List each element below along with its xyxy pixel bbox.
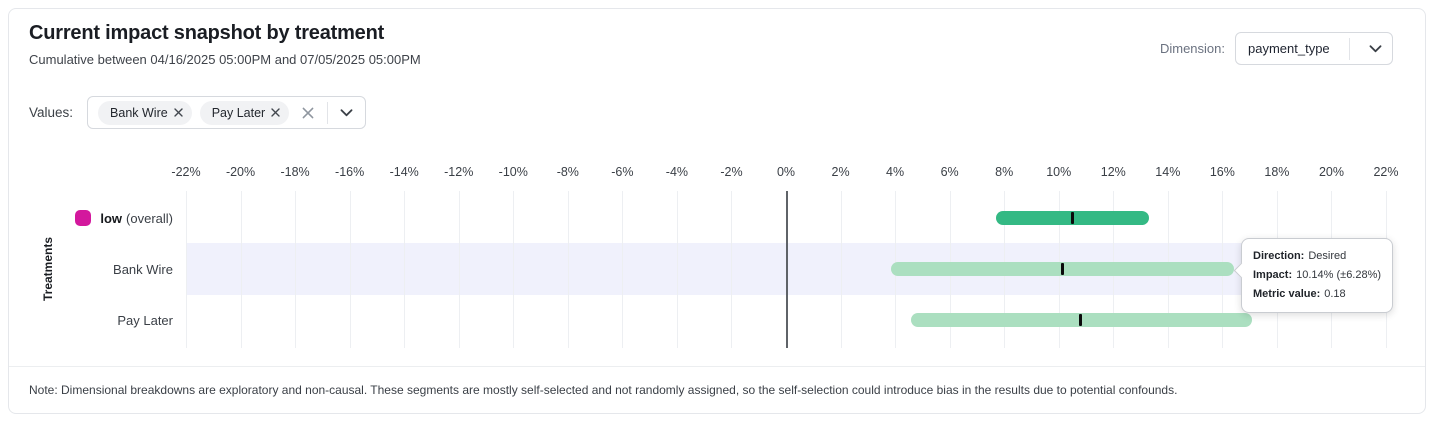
- impact-chart: Treatments low (overall) Bank Wire Pay Late…: [9, 159, 1425, 357]
- x-tick-label: 12%: [1100, 165, 1126, 179]
- tooltip-direction: Direction: Desired: [1253, 247, 1381, 266]
- filter-chip-label: Pay Later: [211, 105, 266, 120]
- impact-snapshot-panel: Current impact snapshot by treatment Cum…: [8, 8, 1426, 414]
- x-tick-label: -14%: [389, 165, 419, 179]
- gridline: [404, 191, 406, 348]
- x-tick-label: -16%: [335, 165, 365, 179]
- chip-remove-icon[interactable]: [173, 108, 183, 117]
- tooltip-direction-label: Direction:: [1253, 250, 1305, 262]
- x-tick-label: 8%: [995, 165, 1014, 179]
- gridline: [186, 191, 187, 348]
- gridline: [458, 191, 460, 348]
- gridline: [349, 191, 351, 348]
- x-tick-label: -4%: [665, 165, 689, 179]
- treatment-row-label: Pay Later: [9, 310, 173, 330]
- x-tick-label: 2%: [831, 165, 850, 179]
- x-tick-label: 14%: [1155, 165, 1181, 179]
- gridline: [567, 191, 569, 348]
- point-estimate-marker: [1078, 314, 1083, 326]
- x-tick-label: -8%: [556, 165, 579, 179]
- divider: [1348, 37, 1350, 60]
- tooltip-metric-value: Metric value: 0.18: [1253, 285, 1381, 304]
- tooltip-direction-value: Desired: [1308, 250, 1347, 262]
- clear-values-button[interactable]: [299, 106, 317, 120]
- x-tick-label: 22%: [1373, 165, 1399, 179]
- x-tick-label: -6%: [611, 165, 634, 179]
- row-labels: low (overall) Bank Wire Pay Later: [9, 191, 173, 348]
- subtitle: Cumulative between 04/16/2025 05:00PM an…: [29, 52, 421, 67]
- filter-chip[interactable]: Bank Wire: [98, 100, 192, 125]
- tooltip-impact-value: 10.14% (±6.28%): [1296, 269, 1382, 281]
- x-tick-label: 16%: [1209, 165, 1235, 179]
- chip-remove-icon[interactable]: [271, 108, 280, 117]
- tooltip: Direction: Desired Impact: 10.14% (±6.28%)…: [1241, 238, 1394, 313]
- legend-swatch: [75, 210, 92, 226]
- x-tick-label: -22%: [171, 165, 201, 179]
- x-tick-label: -18%: [280, 165, 310, 179]
- tooltip-impact-label: Impact:: [1253, 269, 1293, 281]
- x-tick-label: 4%: [886, 165, 905, 179]
- dimension-label: Dimension:: [1159, 41, 1225, 56]
- treatment-row-label: Bank Wire: [9, 259, 173, 279]
- gridline: [295, 191, 297, 348]
- chips-container: Bank Wire Pay Later: [98, 100, 290, 125]
- filter-chip[interactable]: Pay Later: [199, 100, 290, 125]
- treatment-row-label: low (overall): [9, 208, 173, 228]
- gridline: [240, 191, 242, 348]
- point-estimate-marker: [1070, 212, 1075, 224]
- dimension-control: Dimension: payment_type: [1160, 32, 1393, 65]
- values-multiselect[interactable]: Bank Wire Pay Later: [87, 96, 367, 129]
- x-tick-label: 0%: [776, 165, 796, 179]
- x-tick-label: -20%: [225, 165, 256, 179]
- gridline: [731, 191, 733, 348]
- treatment-name: Pay Later: [117, 312, 173, 328]
- x-tick-label: -2%: [720, 165, 743, 179]
- x-tick-label: 18%: [1264, 165, 1290, 179]
- note: Note: Dimensional breakdowns are explora…: [9, 366, 1425, 397]
- gridline: [513, 191, 515, 348]
- gridline: [676, 191, 678, 348]
- values-label: Values:: [29, 105, 74, 120]
- x-tick-label: 10%: [1046, 165, 1072, 179]
- point-estimate-marker: [1060, 263, 1065, 275]
- gridline: [622, 191, 624, 348]
- clear-x-icon: [301, 106, 315, 120]
- header: Current impact snapshot by treatment Cum…: [29, 22, 421, 67]
- x-tick-label: -12%: [444, 165, 474, 179]
- dimension-select[interactable]: payment_type: [1235, 32, 1393, 65]
- tooltip-metric-value-label: Metric value:: [1253, 288, 1321, 300]
- chevron-down-icon: [1369, 44, 1382, 53]
- values-dropdown-toggle[interactable]: [338, 108, 355, 117]
- tooltip-impact: Impact: 10.14% (±6.28%): [1253, 266, 1381, 285]
- x-tick-label: 20%: [1318, 165, 1344, 179]
- x-tick-label: -10%: [498, 165, 528, 179]
- treatment-name: low: [100, 210, 123, 226]
- x-tick-label: 6%: [940, 165, 959, 179]
- page-title: Current impact snapshot by treatment: [29, 22, 385, 44]
- gridline: [840, 191, 842, 348]
- zero-line: [786, 191, 788, 348]
- filter-chip-label: Bank Wire: [110, 105, 168, 120]
- dimension-select-value: payment_type: [1248, 41, 1330, 56]
- chevron-down-icon: [340, 108, 353, 117]
- divider: [327, 101, 329, 124]
- plot-area: [186, 191, 1387, 348]
- values-filter: Values: Bank Wire Pay Later: [29, 96, 367, 129]
- treatment-name: Bank Wire: [113, 261, 173, 277]
- treatment-name-suffix: (overall): [126, 210, 173, 226]
- tooltip-metric-value-value: 0.18: [1324, 288, 1346, 300]
